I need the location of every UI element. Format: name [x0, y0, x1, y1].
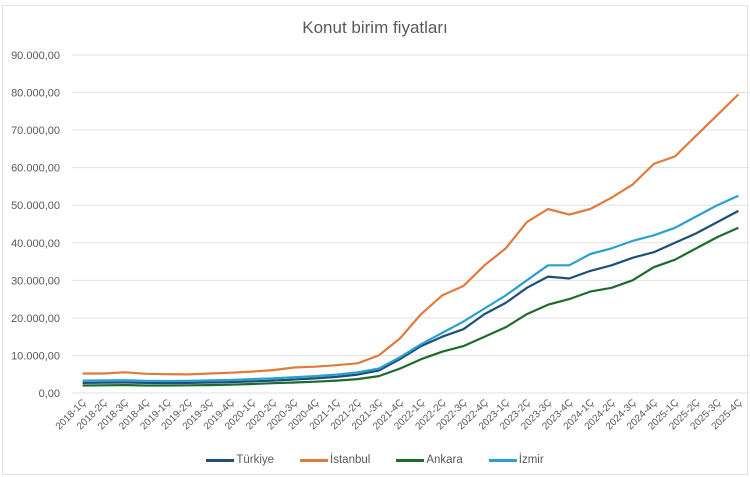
- y-tick-label: 0,00: [39, 388, 60, 400]
- series-line-Türkiye: [82, 209, 739, 385]
- y-tick-label: 10.000,00: [11, 350, 60, 362]
- legend-swatch: [206, 458, 235, 462]
- series-line-İstanbul: [82, 93, 740, 376]
- y-tick-label: 60.000,00: [11, 163, 60, 175]
- y-axis-ticks: 0,00 10.000,00 20.000,00 30.000,00 40.000,00…: [11, 50, 60, 400]
- legend-label: Türkiye: [236, 454, 275, 466]
- legend-swatch: [300, 458, 329, 462]
- x-axis-ticks: 2018-1Ç2018-2Ç2018-3Ç2018-4Ç2019-1Ç2019-…: [54, 397, 745, 432]
- legend-item-istanbul[interactable]: İstanbul: [300, 454, 370, 466]
- legend-item-izmir[interactable]: İzmir: [488, 454, 544, 466]
- y-tick-label: 20.000,00: [11, 313, 60, 325]
- chart-title: Konut birim fiyatları: [302, 18, 448, 37]
- legend-swatch: [396, 458, 425, 462]
- y-tick-label: 80.000,00: [11, 88, 60, 100]
- y-tick-label: 90.000,00: [11, 50, 60, 62]
- series-line-Ankara: [82, 226, 739, 387]
- y-tick-label: 70.000,00: [11, 125, 60, 137]
- legend-label: İzmir: [518, 454, 544, 466]
- chart-frame: [2, 5, 748, 475]
- series-lines: [82, 93, 740, 387]
- y-tick-label: 30.000,00: [11, 275, 60, 287]
- gridlines: [72, 54, 749, 394]
- legend-item-ankara[interactable]: Ankara: [396, 454, 463, 466]
- y-tick-label: 50.000,00: [11, 200, 60, 212]
- y-tick-label: 40.000,00: [11, 238, 60, 250]
- legend-label: İstanbul: [330, 454, 371, 466]
- legend: Türkiye İstanbul Ankara İzmir: [0, 454, 750, 466]
- legend-swatch: [488, 458, 517, 462]
- series-line-İzmir: [82, 194, 739, 383]
- legend-item-turkiye[interactable]: Türkiye: [206, 454, 274, 466]
- legend-label: Ankara: [426, 454, 463, 466]
